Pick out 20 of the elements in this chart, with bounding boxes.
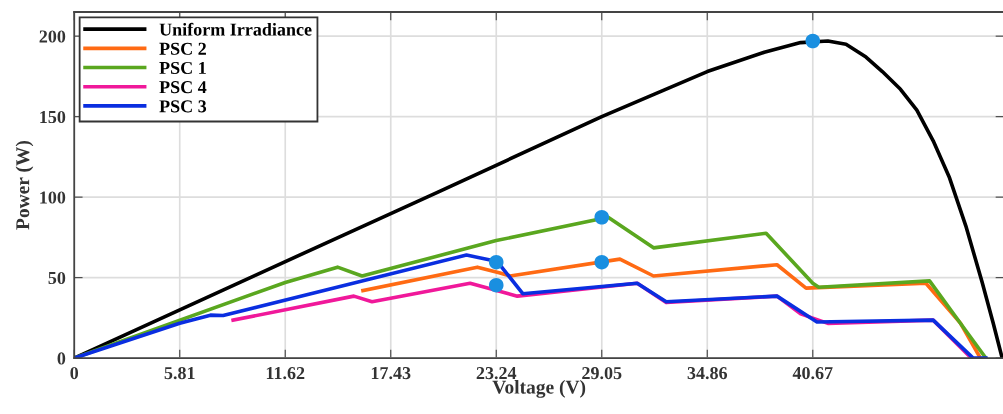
x-tick-label: 40.67 xyxy=(792,366,833,380)
legend-label: PSC 2 xyxy=(159,42,206,55)
legend-label: PSC 4 xyxy=(159,81,207,94)
y-tick-label: 200 xyxy=(39,30,66,43)
y-tick-label: 100 xyxy=(40,191,66,204)
x-tick-label: 23.24 xyxy=(476,367,517,380)
legend-label: Uniform Irradiance xyxy=(159,22,312,36)
x-axis-title: Voltage (V) xyxy=(492,380,586,398)
x-tick-label: 29.05 xyxy=(582,366,622,380)
x-tick-label: 17.43 xyxy=(371,367,411,380)
x-tick-label: 5.81 xyxy=(164,366,195,380)
y-tick-label: 150 xyxy=(40,110,66,124)
y-tick-label: 0 xyxy=(57,352,66,365)
legend-label: PSC 3 xyxy=(159,100,207,113)
x-tick-label: 11.62 xyxy=(266,367,305,380)
x-tick-label: 0 xyxy=(70,366,79,380)
x-tick-label: 34.86 xyxy=(687,366,728,380)
legend-label: PSC 1 xyxy=(159,61,206,75)
y-tick-label: 50 xyxy=(48,271,66,285)
y-axis-title: Power (W) xyxy=(15,141,34,230)
